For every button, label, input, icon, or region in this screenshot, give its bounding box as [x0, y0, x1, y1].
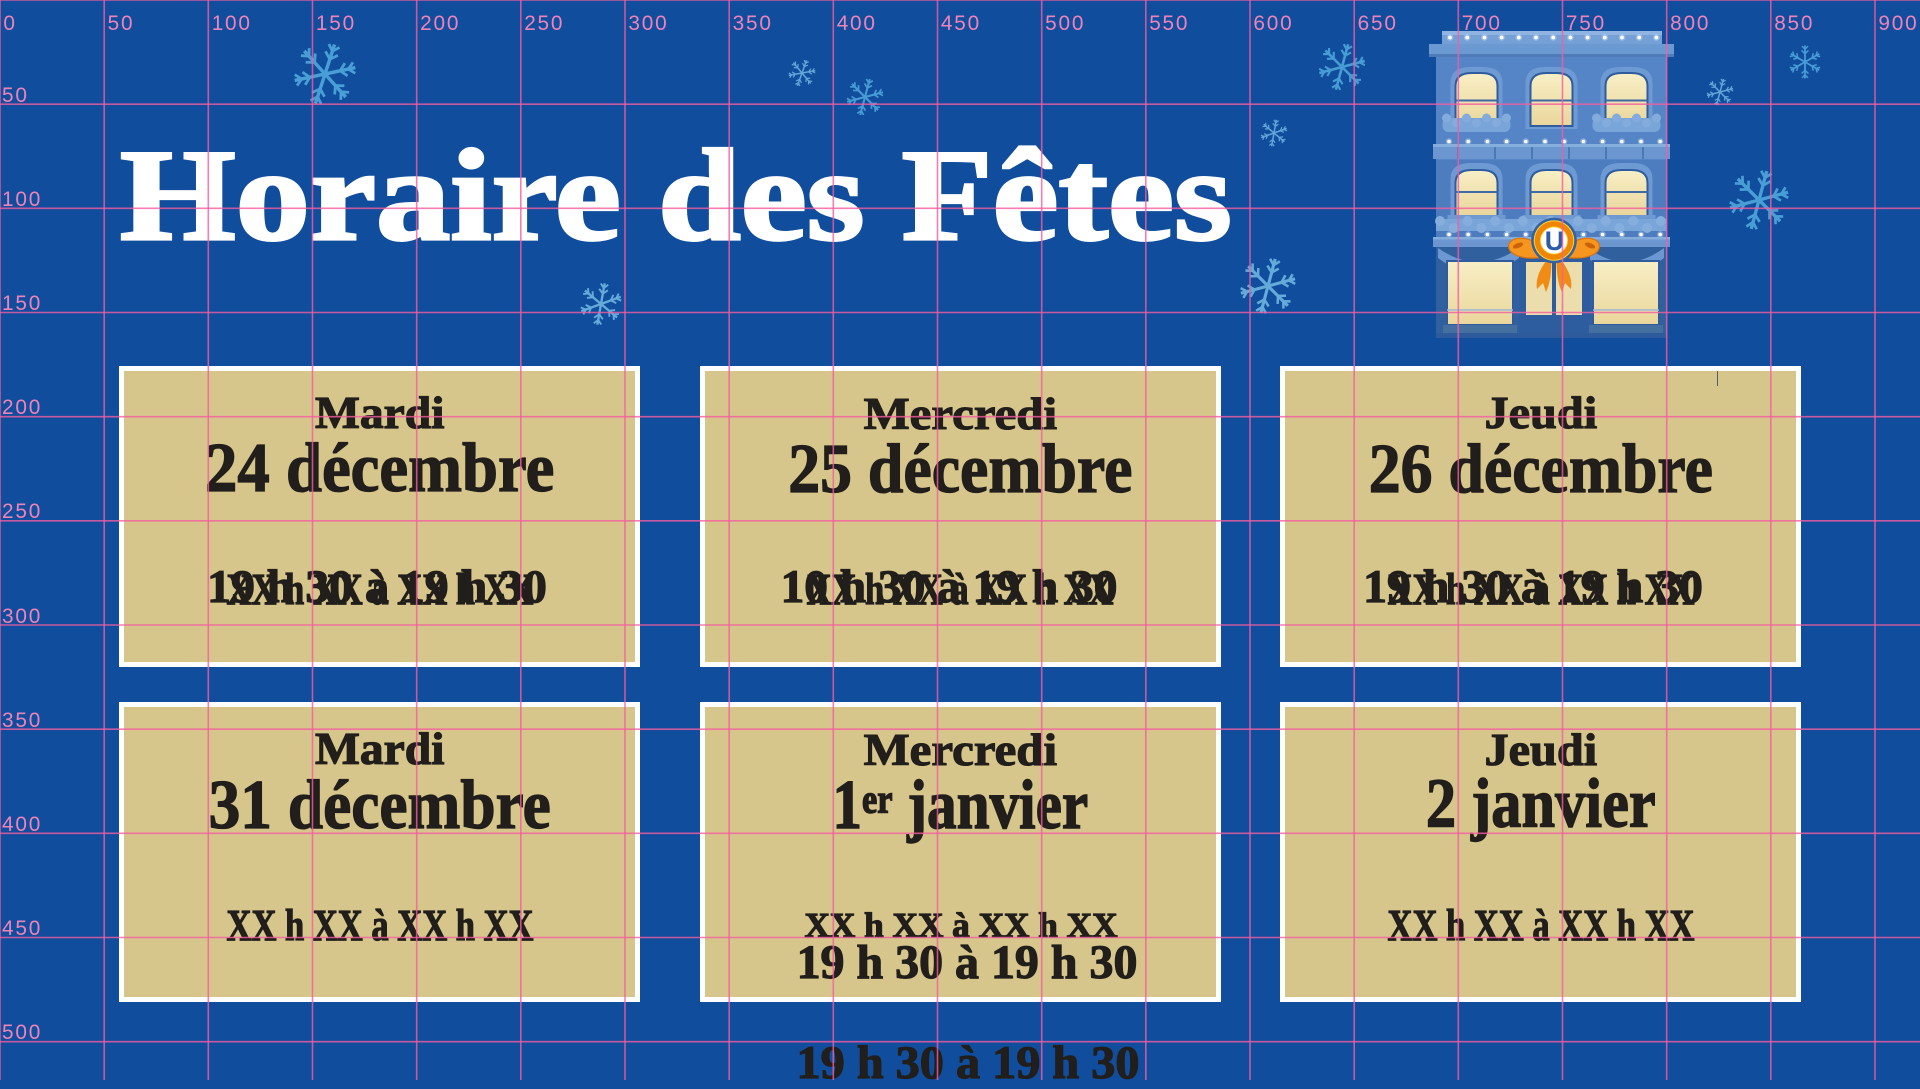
- svg-text:U: U: [1545, 226, 1565, 256]
